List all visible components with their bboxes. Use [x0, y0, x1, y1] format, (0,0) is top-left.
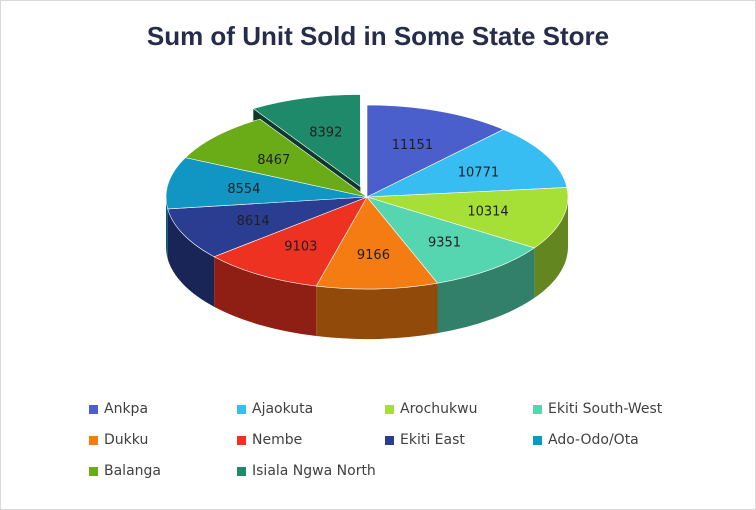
slice-arochukwu[interactable]: [366, 187, 569, 249]
legend-label: Isiala Ngwa North: [252, 463, 376, 479]
legend-swatch: [533, 435, 542, 445]
slice-nembe[interactable]: [213, 196, 368, 287]
legend-swatch: [237, 404, 246, 414]
legend-item-ekiti-south-west[interactable]: Ekiti South-West: [533, 401, 703, 417]
data-label-nembe: 9103: [284, 239, 317, 254]
legend-label: Ekiti South-West: [548, 401, 663, 417]
legend-label: Ankpa: [104, 401, 149, 417]
slice-side-ekiti-south-west: [437, 247, 535, 334]
data-label-isiala-ngwa-north: 8392: [309, 126, 342, 141]
legend-swatch: [237, 466, 246, 476]
legend-item-ado-odo-ota[interactable]: Ado-Odo/Ota: [533, 432, 703, 448]
legend-label: Nembe: [252, 432, 303, 448]
legend-label: Ekiti East: [400, 432, 465, 448]
legend-item-ajaokuta[interactable]: Ajaokuta: [237, 401, 385, 417]
slice-ado-odo-ota[interactable]: [165, 157, 368, 210]
legend-item-balanga[interactable]: Balanga: [89, 463, 237, 479]
legend-item-dukku[interactable]: Dukku: [89, 432, 237, 448]
legend-item-nembe[interactable]: Nembe: [237, 432, 385, 448]
slice-side-dukku: [316, 283, 438, 340]
data-label-dukku: 9166: [357, 248, 390, 263]
legend-label: Dukku: [104, 432, 149, 448]
legend-label: Ado-Odo/Ota: [548, 432, 639, 448]
slice-balanga[interactable]: [184, 118, 368, 198]
legend-label: Arochukwu: [400, 401, 478, 417]
legend-swatch: [89, 466, 98, 476]
legend-swatch: [89, 435, 98, 445]
data-label-ankpa: 11151: [392, 138, 433, 153]
pie-labels: 11151 10771 10314 9351 9166 9103 8614 8554 8467 8…: [227, 126, 508, 263]
slice-side-arochukwu: [534, 197, 568, 298]
slice-side-nembe: [214, 256, 317, 337]
slice-isiala-ngwa-north[interactable]: [252, 94, 361, 188]
legend-item-isiala-ngwa-north[interactable]: Isiala Ngwa North: [237, 463, 385, 479]
slice-ajaokuta[interactable]: [366, 129, 568, 198]
data-label-arochukwu: 10314: [467, 205, 508, 220]
chart-title: Sum of Unit Sold in Some State Store: [146, 21, 610, 51]
legend-swatch: [385, 435, 394, 445]
slice-ankpa[interactable]: [366, 104, 505, 198]
pie-tops: [165, 94, 569, 290]
slice-ekiti-south-west[interactable]: [366, 196, 536, 284]
legend: Ankpa Ajaokuta Arochukwu Ekiti South-West Du…: [89, 401, 729, 479]
data-label-balanga: 8467: [257, 153, 290, 168]
legend-swatch: [237, 435, 246, 445]
legend-swatch: [385, 404, 394, 414]
slice-side-ekiti-east: [167, 208, 215, 307]
data-label-ado-odo-ota: 8554: [227, 182, 260, 197]
legend-item-ekiti-east[interactable]: Ekiti East: [385, 432, 533, 448]
legend-swatch: [533, 404, 542, 414]
data-label-ajaokuta: 10771: [458, 165, 499, 180]
legend-item-ankpa[interactable]: Ankpa: [89, 401, 237, 417]
slice-dukku[interactable]: [315, 196, 439, 290]
slice-side-ado-odo-ota: [166, 197, 168, 259]
legend-item-arochukwu[interactable]: Arochukwu: [385, 401, 533, 417]
legend-label: Balanga: [104, 463, 161, 479]
legend-label: Ajaokuta: [252, 401, 314, 417]
data-label-ekiti-south-west: 9351: [428, 236, 461, 251]
legend-swatch: [89, 404, 98, 414]
data-label-ekiti-east: 8614: [237, 214, 270, 229]
slice-ekiti-east[interactable]: [167, 196, 368, 258]
